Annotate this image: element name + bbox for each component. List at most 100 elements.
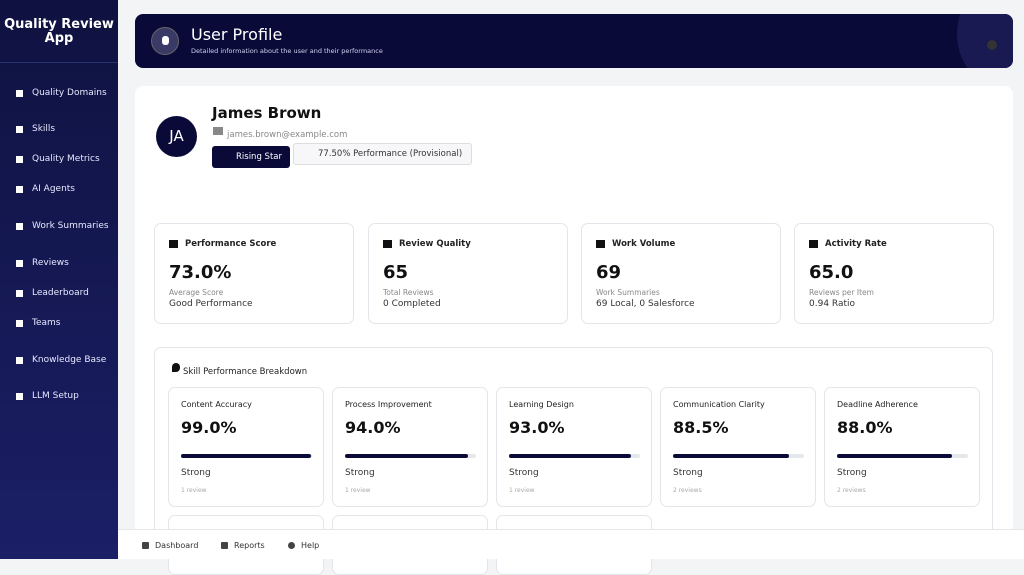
badge: Rising Star [212, 146, 290, 168]
progress-track [837, 454, 968, 458]
nav-icon [16, 357, 23, 364]
footer-link[interactable]: Reports [234, 541, 265, 550]
nav-icon [16, 186, 23, 193]
pin-icon [172, 363, 180, 372]
progress-fill [837, 454, 953, 458]
skill-reviews: 1 review [509, 487, 535, 494]
stat-detail: 0 Completed [383, 299, 441, 309]
decor [957, 14, 1013, 68]
stat-value: 73.0% [169, 262, 232, 283]
skills-panel: Skill Performance Breakdown Content Accu… [154, 347, 993, 575]
nav-item[interactable]: LLM Setup [16, 390, 111, 403]
nav-label: Knowledge Base [32, 355, 107, 365]
footer-link[interactable]: Help [301, 541, 320, 550]
avatar-icon [151, 27, 179, 55]
footer-icon [288, 542, 295, 549]
stat-card: Performance Score 73.0% Average Score Good … [154, 223, 354, 324]
skill-name: Process Improvement [345, 400, 432, 409]
nav-label: Work Summaries [32, 221, 109, 231]
skill-card: Communication Clarity 88.5% Strong 2 review… [660, 387, 816, 507]
stat-heading: Performance Score [169, 239, 276, 249]
skills-title: Skill Performance Breakdown [183, 367, 308, 377]
skill-name: Deadline Adherence [837, 400, 918, 409]
nav-item[interactable]: Leaderboard [16, 287, 111, 300]
progress-track [181, 454, 312, 458]
progress-fill [345, 454, 469, 458]
stat-heading: Activity Rate [809, 239, 887, 249]
header-title: User Profile [191, 25, 283, 44]
stat-value: 65 [383, 262, 409, 283]
nav-label: Teams [32, 318, 61, 328]
mail-icon [213, 127, 223, 135]
nav-item[interactable]: Skills [16, 123, 111, 136]
header-subtitle: Detailed information about the user and … [191, 47, 383, 55]
sidebar: Quality Review App Quality Domains Skills… [0, 0, 118, 559]
stat-value: 65.0 [809, 262, 854, 283]
nav-label: Skills [32, 124, 56, 134]
skill-score: 88.5% [673, 418, 729, 437]
skill-level: Strong [509, 468, 539, 478]
nav-icon [16, 393, 23, 400]
stat-title: Work Volume [612, 239, 676, 249]
skill-reviews: 2 reviews [673, 487, 702, 494]
skill-card: Process Improvement 94.0% Strong 1 review [332, 387, 488, 507]
stat-label: Reviews per Item [809, 288, 874, 297]
stat-icon [169, 240, 178, 248]
nav-label: Quality Domains [32, 88, 107, 98]
nav-item[interactable]: Reviews [16, 257, 111, 270]
nav-item[interactable]: Knowledge Base [16, 354, 111, 367]
stat-card: Activity Rate 65.0 Reviews per Item 0.94 Ra… [794, 223, 994, 324]
nav-item[interactable]: Quality Domains [16, 87, 111, 100]
skill-name: Learning Design [509, 400, 574, 409]
skill-level: Strong [673, 468, 703, 478]
stat-label: Work Summaries [596, 288, 660, 297]
nav-label: Leaderboard [32, 288, 89, 298]
nav-label: Quality Metrics [32, 154, 100, 164]
divider [0, 62, 118, 63]
nav-item[interactable]: Work Summaries [16, 220, 111, 233]
skill-reviews: 1 review [345, 487, 371, 494]
skill-score: 99.0% [181, 418, 237, 437]
footer-link[interactable]: Dashboard [155, 541, 199, 550]
initials: JA [156, 116, 197, 157]
nav-item[interactable]: Quality Metrics [16, 153, 111, 166]
profile-panel: JA James Brown james.brown@example.com R… [135, 86, 1013, 575]
stat-icon [809, 240, 818, 248]
footer-icon [221, 542, 228, 549]
skill-reviews: 1 review [181, 487, 207, 494]
skill-score: 94.0% [345, 418, 401, 437]
nav-icon [16, 260, 23, 267]
header: User Profile Detailed information about … [135, 14, 1013, 68]
stat-card: Work Volume 69 Work Summaries 69 Local, 0 S… [581, 223, 781, 324]
skill-name: Content Accuracy [181, 400, 252, 409]
stat-title: Performance Score [185, 239, 277, 249]
stat-value: 69 [596, 262, 622, 283]
stat-heading: Review Quality [383, 239, 471, 249]
account-button[interactable] [987, 40, 997, 50]
nav-label: LLM Setup [32, 391, 79, 401]
skill-name: Communication Clarity [673, 400, 765, 409]
stat-label: Total Reviews [383, 288, 434, 297]
nav-item[interactable]: AI Agents [16, 183, 111, 196]
nav-icon [16, 126, 23, 133]
skill-score: 88.0% [837, 418, 893, 437]
stat-title: Review Quality [399, 239, 471, 249]
skill-level: Strong [181, 468, 211, 478]
skill-card: Deadline Adherence 88.0% Strong 2 reviews [824, 387, 980, 507]
nav-label: AI Agents [32, 184, 76, 194]
user-name: James Brown [212, 104, 322, 122]
stat-detail: Good Performance [169, 299, 253, 309]
performance-chip: 77.50% Performance (Provisional) [293, 143, 472, 165]
nav-icon [16, 290, 23, 297]
stat-icon [383, 240, 392, 248]
nav-icon [16, 320, 23, 327]
progress-track [673, 454, 804, 458]
nav-icon [16, 223, 23, 230]
stat-heading: Work Volume [596, 239, 675, 249]
progress-fill [673, 454, 789, 458]
skill-level: Strong [837, 468, 867, 478]
nav-item[interactable]: Teams [16, 317, 111, 330]
skill-card: Content Accuracy 99.0% Strong 1 review [168, 387, 324, 507]
stat-detail: 0.94 Ratio [809, 299, 856, 309]
